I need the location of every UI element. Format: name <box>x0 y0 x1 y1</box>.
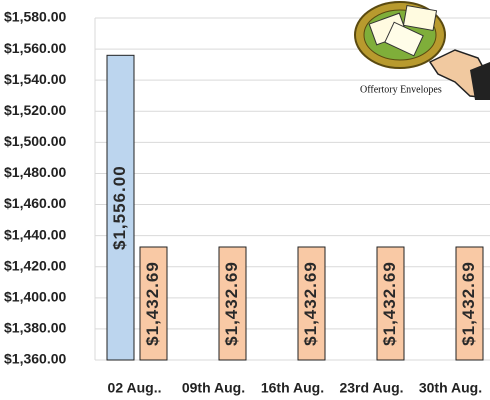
x-tick-label: 09th Aug. <box>182 380 245 396</box>
value-label: $1,432.69 <box>222 261 241 346</box>
bars: $1,556.00 $1,432.69 $1,432.69 $1,432.69 $1,4… <box>106 54 484 361</box>
value-label: $1,432.69 <box>459 261 478 346</box>
y-tick-label: $1,380.00 <box>4 320 66 336</box>
grid: $1,360.00 $1,380.00 $1,400.00 $1,420.00 $1,4… <box>4 9 490 396</box>
y-tick-label: $1,540.00 <box>4 71 66 87</box>
y-tick-label: $1,500.00 <box>4 133 66 149</box>
y-tick-label: $1,440.00 <box>4 226 66 242</box>
y-tick-label: $1,560.00 <box>4 40 66 56</box>
x-tick-label: 23rd Aug. <box>339 380 403 396</box>
x-tick-label: 16th Aug. <box>261 380 324 396</box>
sleeve <box>470 62 490 100</box>
y-tick-label: $1,480.00 <box>4 164 66 180</box>
bar <box>139 246 168 361</box>
envelope <box>402 4 438 32</box>
y-tick-label: $1,460.00 <box>4 195 66 211</box>
bar <box>455 246 484 361</box>
y-tick-label: $1,580.00 <box>4 9 66 25</box>
value-label: $1,432.69 <box>301 261 320 346</box>
annotation: Offertory Envelopes <box>360 84 442 95</box>
value-label: $1,432.69 <box>143 261 162 346</box>
x-tick-label: 30th Aug. <box>419 380 482 396</box>
bar <box>376 246 405 361</box>
value-label: $1,432.69 <box>380 261 399 346</box>
y-tick-label: $1,360.00 <box>4 351 66 367</box>
bar <box>106 54 135 361</box>
envelope <box>384 21 424 57</box>
y-tick-label: $1,400.00 <box>4 289 66 305</box>
value-label: $1,556.00 <box>110 165 129 250</box>
bar <box>297 246 326 361</box>
x-tick-label: 02 Aug.. <box>108 380 162 396</box>
bar <box>218 246 247 361</box>
clip-art: Offertory Envelopes <box>354 1 490 100</box>
y-tick-label: $1,420.00 <box>4 257 66 273</box>
y-tick-label: $1,520.00 <box>4 102 66 118</box>
